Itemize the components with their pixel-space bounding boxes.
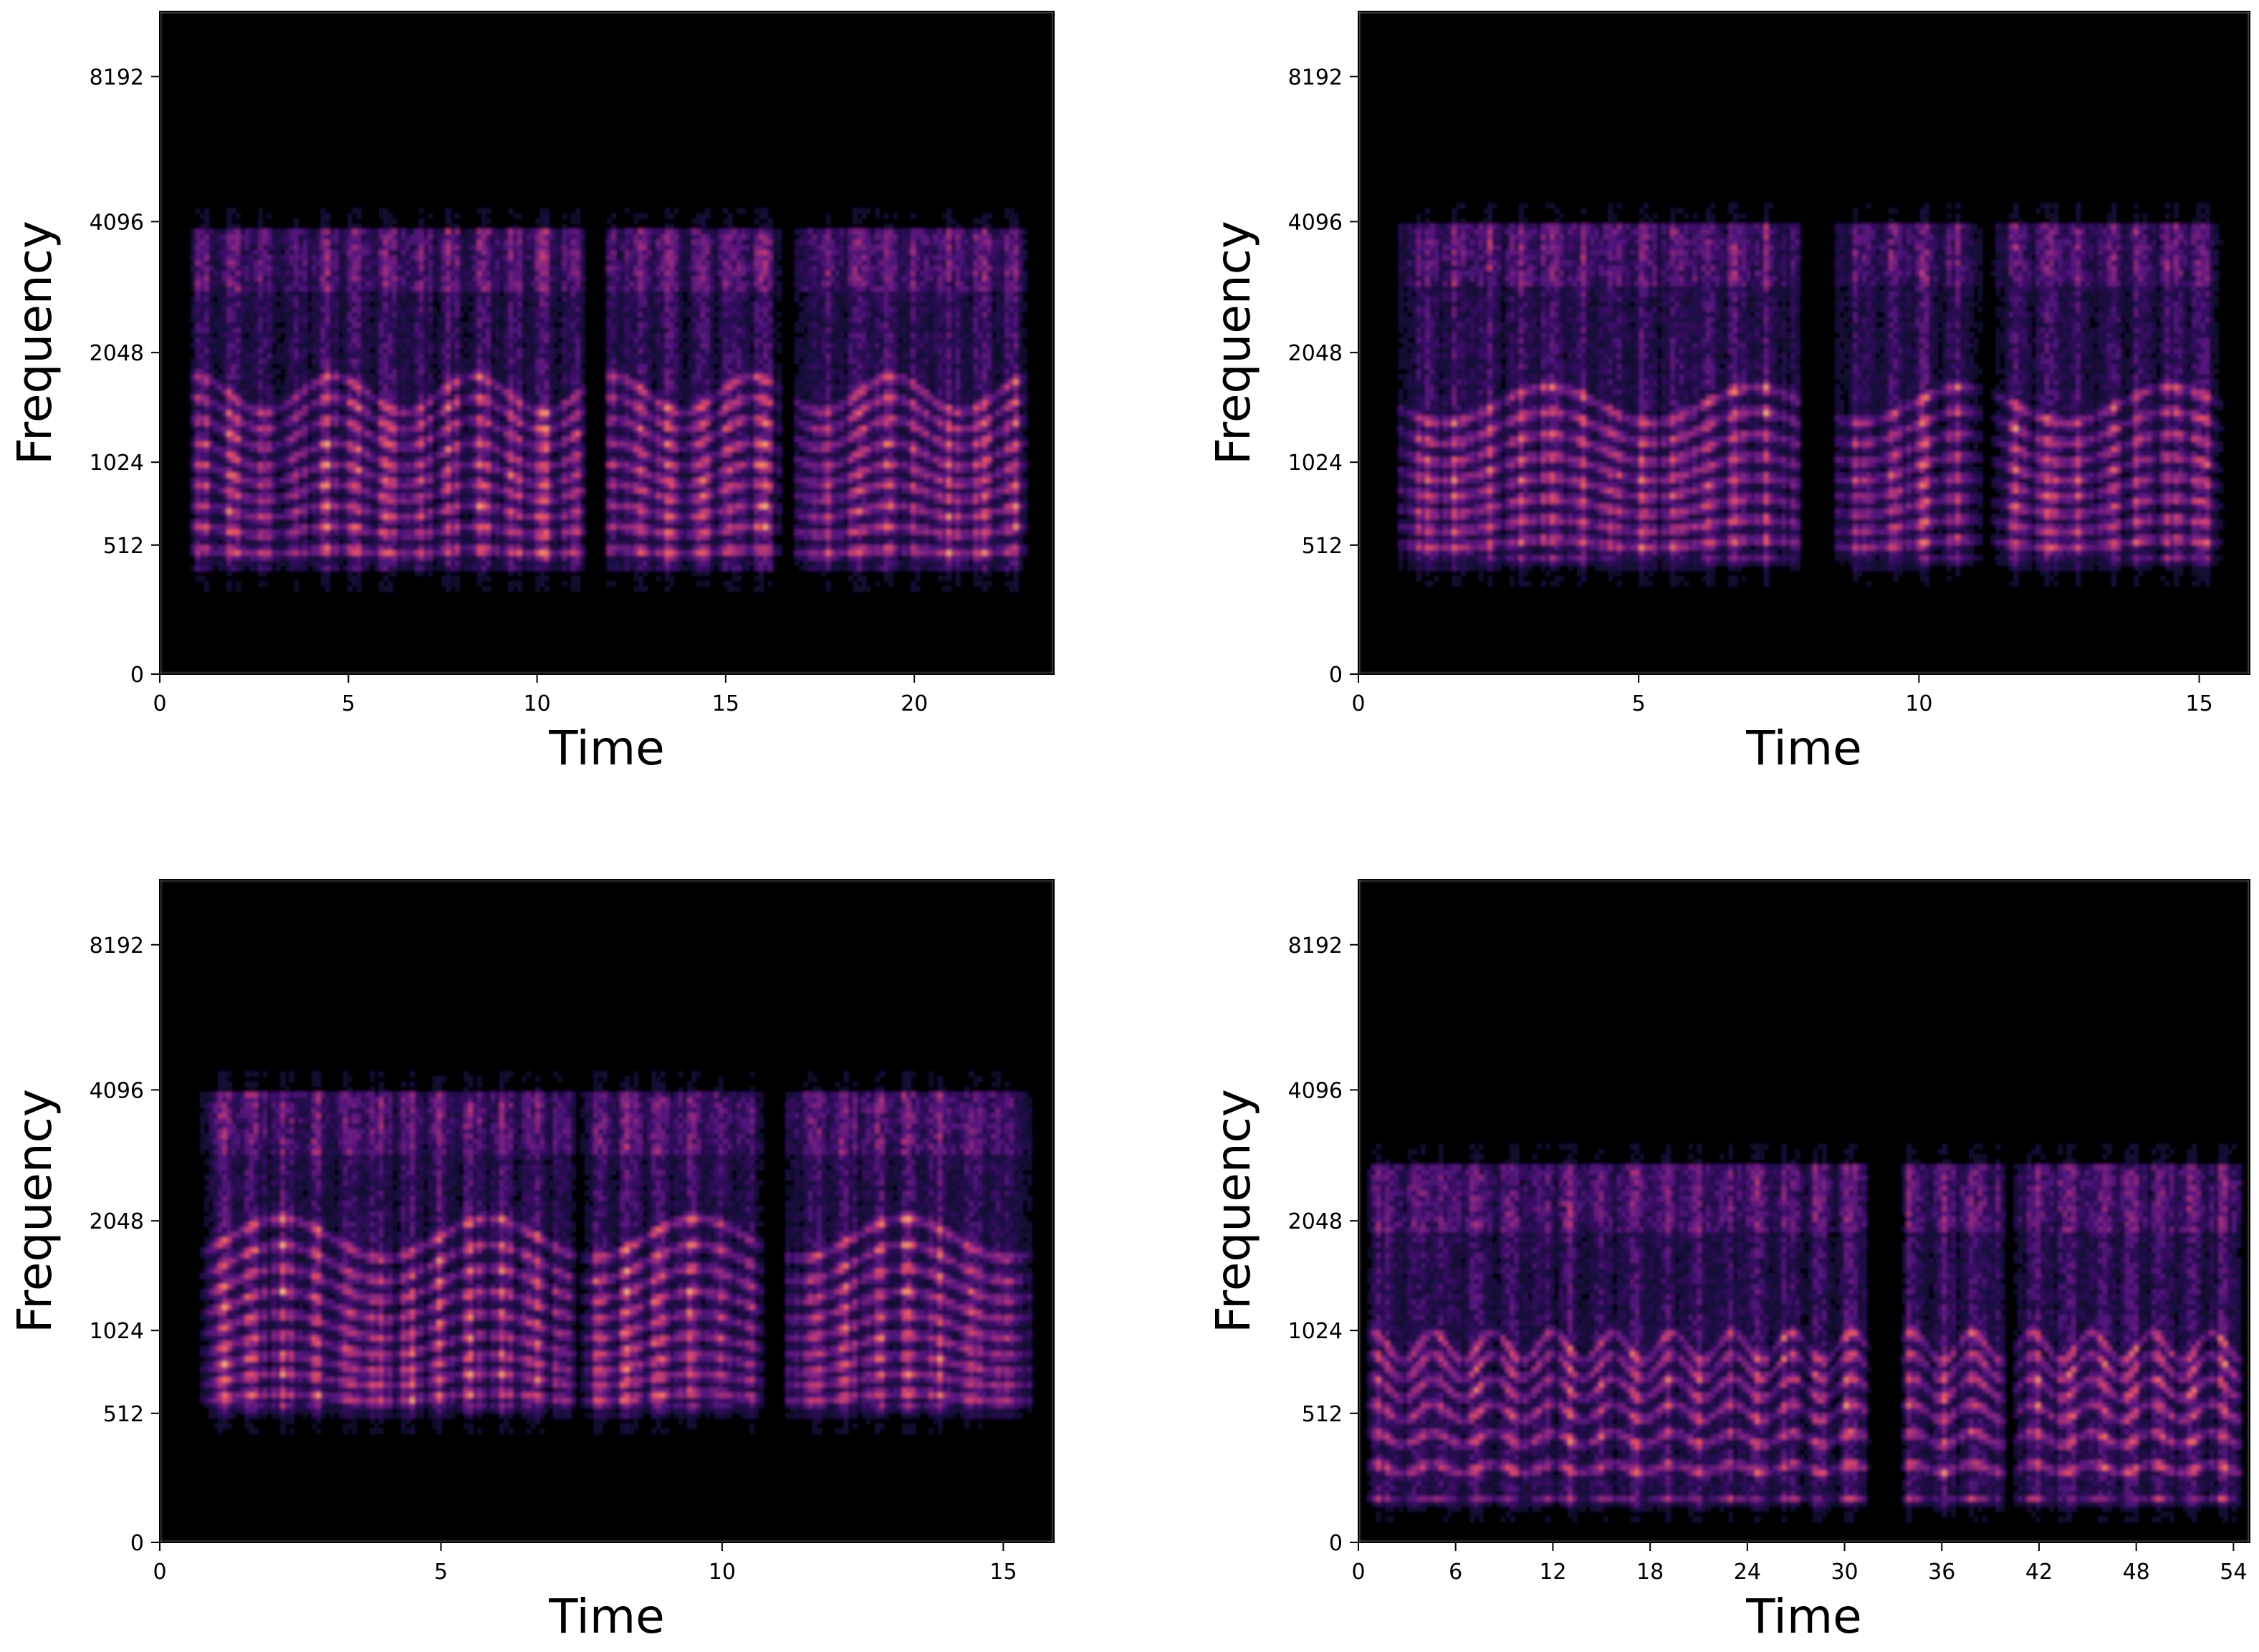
- spectrogram-panel: 0 5 10 15 0 512 1024 2048 4096 8192 Time Frequency: [1206, 11, 2250, 776]
- y-tick-label: 512: [1302, 534, 1343, 559]
- x-axis-title: Time: [1745, 1589, 1862, 1644]
- x-tick-label: 0: [153, 1560, 166, 1585]
- x-tick-label: 36: [1928, 1560, 1955, 1585]
- spectrogram-panel: 0 6 12 18 24 30 36 42 48 54 0 512 1024 2048 4096 8192 Ti…: [1206, 880, 2250, 1644]
- x-tick-label: 0: [1351, 1560, 1365, 1585]
- y-tick-label: 4096: [90, 1078, 144, 1103]
- y-tick-label: 512: [103, 1402, 144, 1427]
- x-tick-label: 18: [1636, 1560, 1664, 1585]
- y-tick-label: 8192: [90, 65, 144, 90]
- spectrogram-image: [160, 880, 1054, 1542]
- spectrogram-panel: 0 5 10 15 0 512 1024 2048 4096 8192 Time Frequency: [7, 880, 1054, 1644]
- x-tick-label: 42: [2025, 1560, 2053, 1585]
- x-tick-label: 20: [901, 691, 928, 716]
- y-tick-label: 0: [130, 1531, 144, 1556]
- x-tick-label: 30: [1831, 1560, 1858, 1585]
- x-tick-label: 15: [989, 1560, 1017, 1585]
- x-tick-label: 5: [434, 1560, 448, 1585]
- y-tick-label: 8192: [1288, 65, 1343, 90]
- x-tick-label: 12: [1539, 1560, 1566, 1585]
- x-axis-title: Time: [1745, 721, 1862, 776]
- x-tick-label: 24: [1734, 1560, 1761, 1585]
- y-tick-label: 4096: [1288, 1078, 1343, 1103]
- x-tick-label: 5: [342, 691, 355, 716]
- y-tick-label: 1024: [90, 1319, 144, 1344]
- spectrogram-image: [1358, 11, 2250, 674]
- x-tick-label: 0: [153, 691, 166, 716]
- y-tick-label: 2048: [90, 1209, 144, 1234]
- y-tick-label: 1024: [1288, 1319, 1343, 1344]
- y-axis-title: Frequency: [1206, 221, 1261, 465]
- y-tick-label: 2048: [90, 341, 144, 366]
- x-tick-label: 54: [2220, 1560, 2247, 1585]
- y-tick-label: 8192: [1288, 933, 1343, 959]
- x-tick-label: 15: [712, 691, 739, 716]
- y-tick-label: 512: [103, 534, 144, 559]
- x-axis-title: Time: [548, 721, 665, 776]
- y-tick-label: 4096: [90, 210, 144, 235]
- x-tick-label: 5: [1632, 691, 1646, 716]
- x-tick-label: 15: [2185, 691, 2212, 716]
- y-axis-title: Frequency: [7, 221, 62, 465]
- y-tick-label: 8192: [90, 933, 144, 959]
- spectrogram-image: [1358, 880, 2250, 1542]
- y-tick-label: 1024: [90, 451, 144, 476]
- y-tick-label: 2048: [1288, 341, 1343, 366]
- x-tick-label: 48: [2123, 1560, 2150, 1585]
- y-tick-label: 0: [1329, 663, 1343, 688]
- x-axis-title: Time: [548, 1589, 665, 1644]
- x-tick-label: 0: [1351, 691, 1365, 716]
- y-tick-label: 2048: [1288, 1209, 1343, 1234]
- y-tick-label: 0: [130, 663, 144, 688]
- spectrogram-panel: 0 5 10 15 20 0 512 1024 2048 4096 8192 Time Frequenc…: [7, 11, 1054, 776]
- spectrogram-image: [160, 11, 1054, 674]
- y-tick-label: 512: [1302, 1402, 1343, 1427]
- x-tick-label: 10: [709, 1560, 736, 1585]
- y-axis-title: Frequency: [1206, 1089, 1261, 1333]
- y-tick-label: 0: [1329, 1531, 1343, 1556]
- y-axis-title: Frequency: [7, 1089, 62, 1333]
- x-tick-label: 10: [1905, 691, 1932, 716]
- x-tick-label: 10: [523, 691, 550, 716]
- y-tick-label: 4096: [1288, 210, 1343, 235]
- x-tick-label: 6: [1449, 1560, 1462, 1585]
- y-tick-label: 1024: [1288, 451, 1343, 476]
